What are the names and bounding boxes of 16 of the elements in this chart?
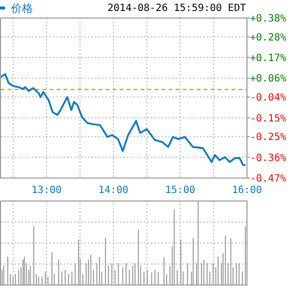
legend-label: 价格 bbox=[10, 2, 33, 15]
x-tick-label: 14:00 bbox=[98, 185, 128, 196]
y-tick-label: -0.04% bbox=[250, 92, 286, 104]
x-tick-label: 15:00 bbox=[165, 185, 196, 196]
y-tick-label: -0.47% bbox=[250, 174, 286, 184]
y-tick-label: +0.28% bbox=[250, 32, 286, 44]
x-tick-label: 13:00 bbox=[32, 185, 62, 196]
y-tick-label: +0.17% bbox=[250, 53, 286, 64]
y-tick-label: -0.25% bbox=[250, 132, 286, 144]
x-tick-label: 16:00 bbox=[232, 185, 262, 196]
chart-title: 2014-08-26 15:59:00 EDT bbox=[108, 3, 246, 14]
y-tick-label: -0.15% bbox=[250, 113, 286, 124]
y-tick-label: -0.36% bbox=[250, 152, 286, 164]
y-tick-label: +0.38% bbox=[250, 14, 286, 24]
line-series bbox=[0, 73, 247, 166]
y-tick-label: +0.06% bbox=[250, 74, 286, 85]
